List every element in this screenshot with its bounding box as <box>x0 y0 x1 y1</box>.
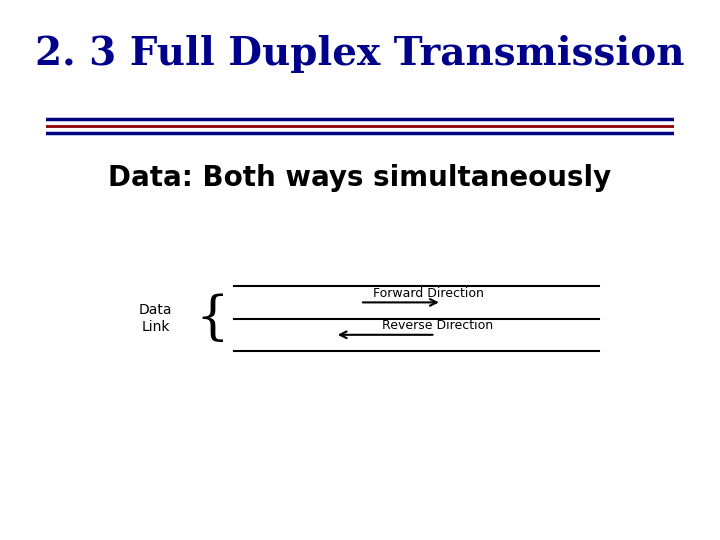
Text: {: { <box>196 293 229 344</box>
Text: Reverse Direction: Reverse Direction <box>382 319 493 332</box>
Text: Data
Link: Data Link <box>139 303 173 334</box>
Text: Forward Direction: Forward Direction <box>372 287 483 300</box>
Text: Data: Both ways simultaneously: Data: Both ways simultaneously <box>109 164 611 192</box>
Text: 2. 3 Full Duplex Transmission: 2. 3 Full Duplex Transmission <box>35 35 685 73</box>
